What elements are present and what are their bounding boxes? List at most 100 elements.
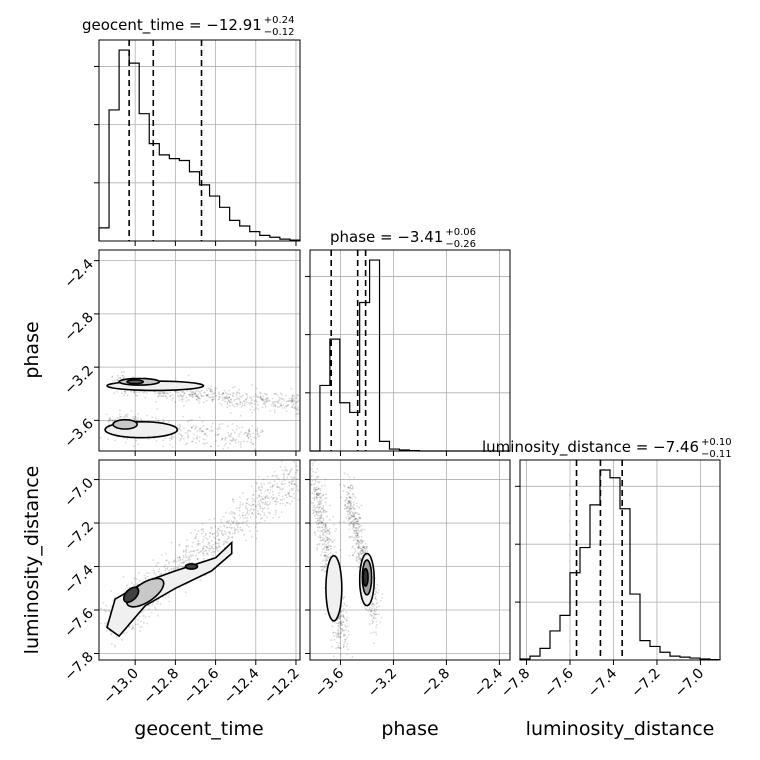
scatter-point	[210, 429, 213, 432]
scatter-point	[353, 503, 355, 506]
scatter-point	[356, 534, 359, 536]
scatter-point	[251, 497, 253, 500]
scatter-point	[180, 561, 183, 564]
contour-inner-upper-band	[126, 379, 145, 385]
scatter-point	[108, 417, 111, 420]
scatter-point	[352, 493, 354, 495]
scatter-point	[321, 543, 324, 546]
scatter-point	[215, 395, 218, 397]
scatter-point	[151, 416, 154, 419]
scatter-point	[138, 572, 140, 574]
scatter-point	[283, 498, 285, 500]
scatter-point	[206, 553, 209, 556]
scatter-point	[181, 396, 184, 398]
scatter-point	[355, 530, 358, 532]
scatter-point	[364, 543, 367, 545]
scatter-point	[379, 599, 382, 602]
scatter-point	[119, 377, 122, 379]
scatter-point	[119, 415, 122, 418]
scatter-point	[146, 622, 149, 625]
scatter-point	[329, 545, 332, 547]
scatter-point	[318, 526, 320, 529]
scatter-point	[217, 528, 220, 530]
scatter-point	[360, 535, 363, 538]
scatter-point	[326, 529, 329, 532]
scatter-point	[296, 401, 298, 403]
scatter-point	[220, 403, 223, 406]
scatter-point	[316, 498, 318, 500]
scatter-point	[347, 505, 349, 508]
scatter-point	[284, 504, 287, 507]
scatter-point	[360, 549, 363, 552]
scatter-point	[354, 550, 357, 552]
scatter-point	[319, 514, 321, 517]
scatter-point	[243, 400, 245, 403]
scatter-point	[288, 491, 291, 494]
scatter-point	[203, 545, 205, 547]
scatter-point	[118, 413, 121, 416]
scatter-point	[352, 554, 354, 557]
scatter-point	[283, 479, 286, 481]
scatter-point	[293, 397, 295, 400]
scatter-point	[316, 513, 318, 516]
scatter-point	[237, 528, 239, 531]
scatter-point	[343, 508, 346, 510]
scatter-point	[286, 502, 289, 504]
scatter-point	[345, 604, 348, 607]
scatter-point	[182, 415, 185, 418]
scatter-point	[209, 535, 211, 538]
scatter-point	[252, 395, 255, 398]
scatter-point	[192, 396, 194, 399]
scatter-point	[204, 549, 207, 552]
scatter-point	[286, 470, 288, 472]
scatter-point	[99, 436, 102, 439]
scatter-point	[221, 438, 224, 440]
scatter-point	[140, 620, 143, 622]
scatter-point	[335, 641, 338, 644]
scatter-point	[196, 435, 199, 437]
scatter-point	[212, 550, 214, 552]
scatter-point	[258, 494, 261, 497]
scatter-point	[318, 503, 321, 506]
scatter-point	[279, 392, 282, 395]
scatter-point	[338, 521, 341, 524]
scatter-point	[326, 545, 329, 548]
scatter-point	[232, 500, 235, 503]
scatter-point	[133, 584, 135, 586]
scatter-point	[352, 523, 355, 525]
scatter-point	[282, 477, 285, 480]
scatter-point	[228, 434, 230, 437]
scatter-point	[220, 438, 223, 441]
scatter-point	[290, 481, 293, 483]
scatter-point	[317, 502, 320, 504]
scatter-point	[337, 617, 340, 620]
scatter-point	[327, 542, 329, 545]
scatter-point	[204, 438, 206, 441]
scatter-point	[236, 405, 239, 408]
scatter-point	[264, 398, 267, 401]
scatter-point	[324, 524, 327, 526]
scatter-point	[348, 517, 351, 519]
scatter-point	[275, 503, 277, 506]
scatter-point	[164, 570, 167, 572]
scatter-point	[271, 485, 274, 488]
scatter-point	[288, 481, 290, 484]
ytick-label-luminosity_distance-3: −7.2	[61, 519, 96, 554]
scatter-point	[358, 536, 360, 538]
scatter-point	[245, 392, 248, 395]
scatter-point	[297, 409, 300, 412]
scatter-point	[257, 408, 260, 411]
scatter-point	[349, 517, 352, 519]
scatter-point	[291, 399, 294, 402]
scatter-point	[323, 543, 326, 545]
scatter-point	[353, 516, 355, 518]
scatter-point	[331, 625, 334, 628]
scatter-point	[139, 625, 142, 628]
scatter-point	[358, 523, 360, 526]
scatter-point	[372, 602, 375, 605]
scatter-point	[313, 486, 316, 489]
scatter-point	[186, 442, 189, 445]
scatter-point	[371, 619, 373, 622]
scatter-point	[316, 523, 318, 526]
scatter-point	[213, 532, 216, 535]
